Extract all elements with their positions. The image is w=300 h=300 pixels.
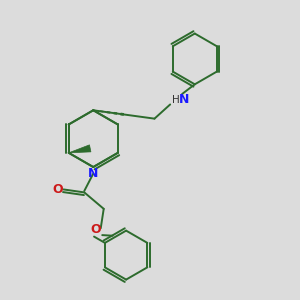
Text: H: H — [172, 95, 180, 105]
Text: O: O — [53, 183, 63, 196]
Text: N: N — [88, 167, 98, 180]
Polygon shape — [69, 145, 91, 153]
Text: O: O — [90, 223, 101, 236]
Text: N: N — [178, 93, 189, 106]
